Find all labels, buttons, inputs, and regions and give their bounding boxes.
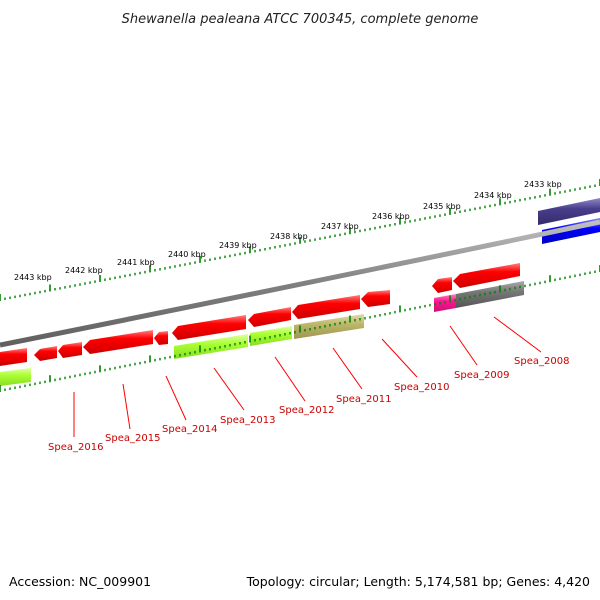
label-line — [449, 325, 478, 366]
cog-track-inner — [0, 281, 524, 386]
scale-label: 2438 kbp — [270, 232, 308, 241]
gene-feature-navy — [538, 198, 600, 225]
inner-scale-ticks — [0, 265, 600, 392]
scale-label: 2443 kbp — [14, 273, 52, 282]
gene-label: Spea_2016 — [48, 442, 103, 453]
genome-summary-text: Topology: circular; Length: 5,174,581 bp… — [246, 574, 590, 589]
scale-label: 2440 kbp — [168, 250, 206, 259]
gene-label: Spea_2009 — [454, 370, 509, 381]
label-line — [493, 316, 542, 353]
scale-labels: 2443 kbp 2442 kbp 2441 kbp 2440 kbp 2439… — [14, 180, 562, 282]
gene-arrow — [453, 263, 520, 288]
gene-feature-olive — [294, 314, 364, 339]
cog-track-outer — [538, 198, 600, 244]
gene-feature-green — [0, 368, 31, 386]
label-line — [274, 356, 306, 402]
gene-feature-gray — [456, 281, 524, 308]
gene-arrow — [34, 346, 57, 361]
scale-label: 2433 kbp — [524, 180, 562, 189]
gene-arrow — [154, 331, 168, 345]
gene-arrow — [172, 315, 246, 340]
gene-arrow — [83, 330, 153, 354]
gene-arrow — [292, 295, 360, 319]
accession-text: Accession: NC_009901 — [9, 574, 151, 589]
scale-label: 2434 kbp — [474, 191, 512, 200]
gene-arrow — [248, 307, 291, 327]
gene-arrow — [58, 342, 82, 358]
map-title: Shewanella pealeana ATCC 700345, complet… — [122, 12, 479, 27]
outer-scale-ticks — [0, 179, 600, 301]
gene-label: Spea_2014 — [162, 424, 217, 435]
label-line — [381, 338, 418, 378]
scale-label: 2435 kbp — [423, 202, 461, 211]
gene-label: Spea_2015 — [105, 433, 160, 444]
label-line — [213, 367, 245, 411]
scale-label: 2442 kbp — [65, 266, 103, 275]
gene-label: Spea_2011 — [336, 394, 391, 405]
label-line — [165, 375, 187, 421]
gene-label-lines — [73, 316, 542, 437]
gene-label: Spea_2012 — [279, 405, 334, 416]
gene-arrow — [0, 348, 27, 366]
gene-arrow — [432, 277, 452, 293]
gene-arrow — [361, 290, 390, 307]
gene-feature-green — [250, 326, 292, 346]
gene-label: Spea_2013 — [220, 415, 275, 426]
scale-label: 2441 kbp — [117, 258, 155, 267]
scale-label: 2437 kbp — [321, 222, 359, 231]
label-line — [122, 383, 131, 430]
label-line — [332, 347, 363, 390]
scale-label: 2436 kbp — [372, 212, 410, 221]
genome-backbone — [0, 219, 600, 348]
gene-labels: Spea_2016 Spea_2015 Spea_2014 Spea_2013 … — [48, 356, 569, 453]
gene-label: Spea_2010 — [394, 382, 449, 393]
gene-label: Spea_2008 — [514, 356, 569, 367]
cds-track-forward — [0, 263, 520, 366]
scale-label: 2439 kbp — [219, 241, 257, 250]
gene-feature-green — [174, 334, 248, 359]
